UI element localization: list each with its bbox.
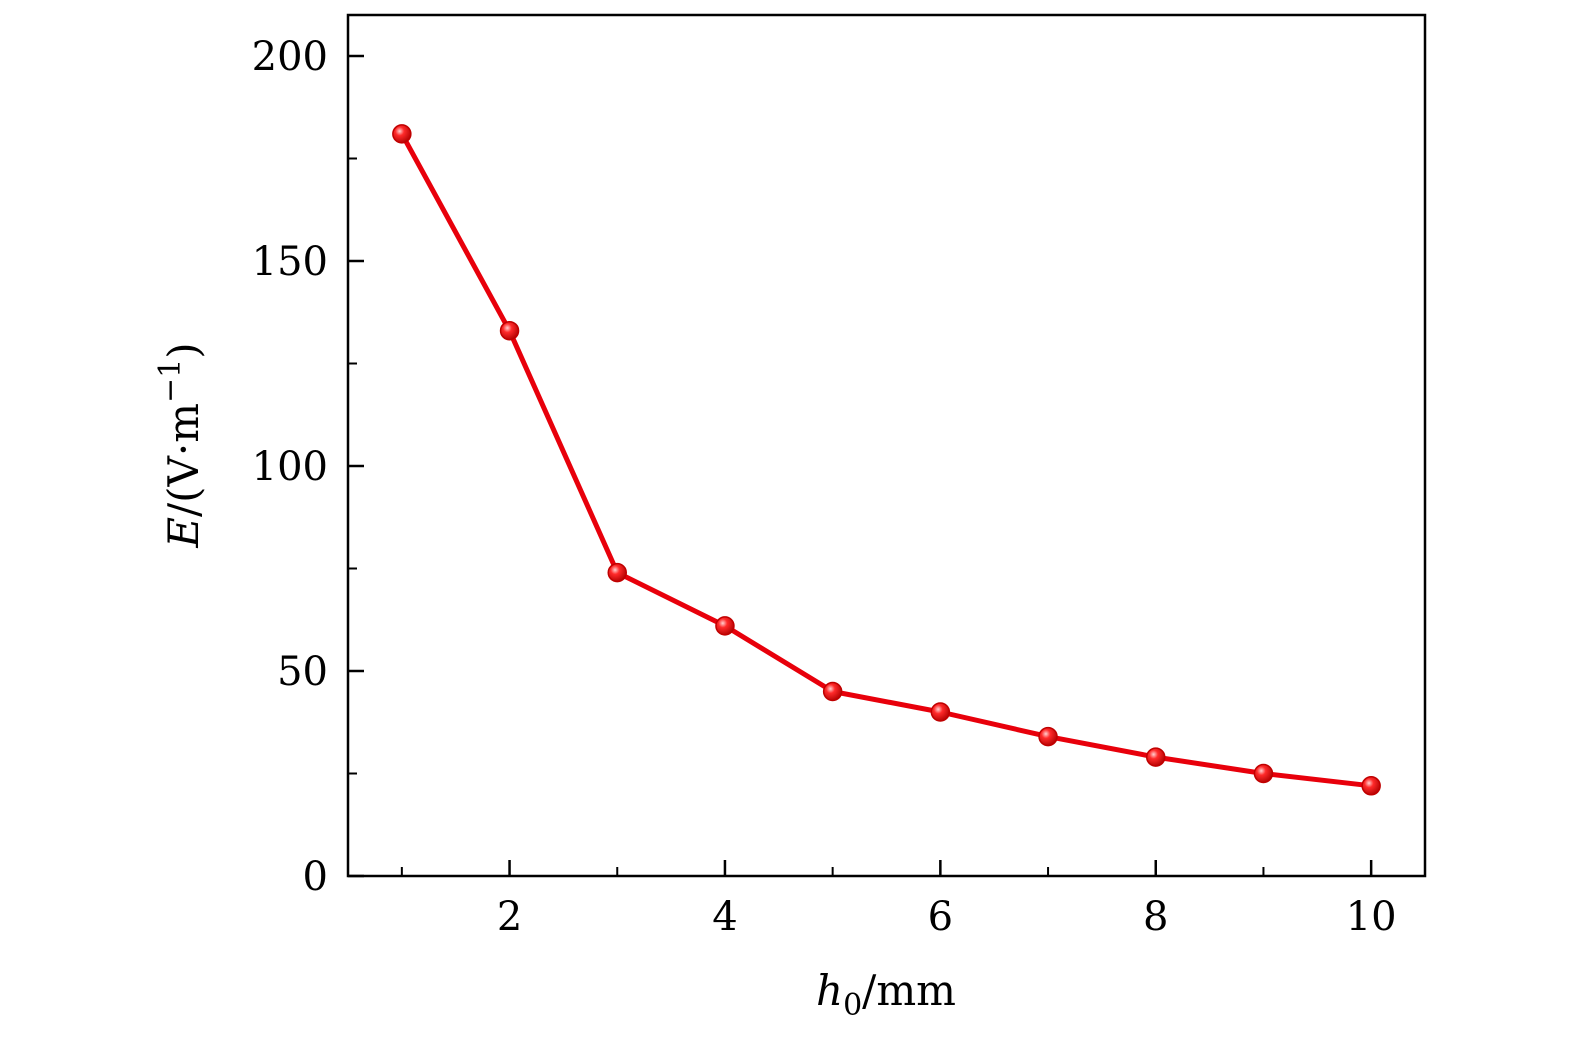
data-point	[1146, 747, 1166, 767]
series-layer	[392, 124, 1381, 796]
y-tick-label: 200	[252, 34, 328, 80]
data-point	[1038, 726, 1058, 747]
x-tick-label: 2	[497, 894, 522, 940]
data-point	[607, 562, 627, 583]
plot-frame	[346, 13, 1427, 878]
y-tick-label: 150	[252, 239, 328, 285]
x-axis-ticks: 2 4 6 8 10	[400, 860, 1397, 940]
data-point	[1253, 763, 1274, 784]
y-axis-ticks: 0 50 100 150 200	[252, 34, 364, 900]
data-point	[930, 702, 951, 722]
x-tick-label: 10	[1346, 894, 1397, 940]
data-point	[392, 124, 412, 144]
data-point	[715, 616, 735, 636]
y-axis-label: E/(V·m−1)	[153, 342, 208, 548]
y-tick-label: 50	[277, 649, 328, 695]
data-point	[499, 320, 520, 341]
x-tick-label: 4	[712, 894, 737, 940]
y-tick-label: 0	[303, 854, 328, 900]
x-tick-label: 8	[1143, 894, 1168, 940]
series-line	[399, 132, 1372, 789]
data-point	[822, 681, 843, 702]
y-tick-label: 100	[252, 444, 328, 490]
x-tick-label: 6	[928, 894, 953, 940]
x-axis-label: h0/mm	[816, 966, 956, 1023]
data-point	[1361, 776, 1381, 796]
